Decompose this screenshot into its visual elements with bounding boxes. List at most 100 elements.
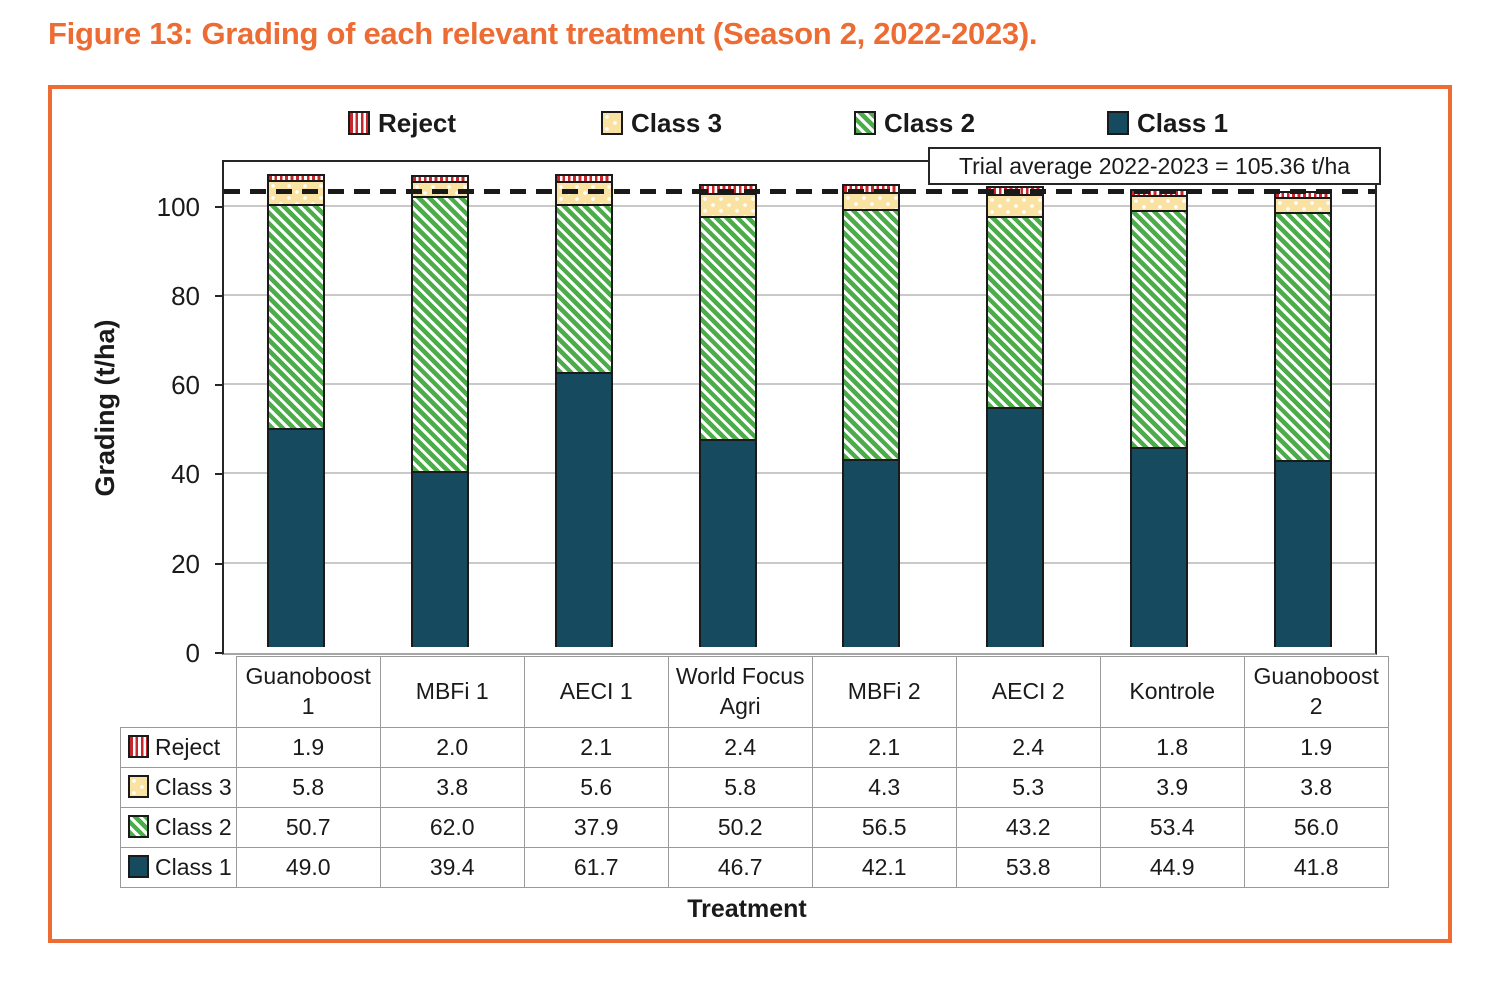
- table-value-class3: 3.8: [1243, 767, 1389, 808]
- stacked-bar-3: [554, 174, 613, 653]
- y-axis-tick-60: [215, 384, 224, 387]
- legend-item-reject: Reject: [348, 105, 601, 141]
- table-value-reject: 2.4: [667, 727, 813, 768]
- class3-table-swatch-icon: [128, 775, 149, 798]
- bar-column-7: [1087, 162, 1231, 653]
- treatment-header: AECI 2: [955, 656, 1101, 728]
- y-axis-tick-label-0: 0: [185, 638, 200, 668]
- table-value-class3: 3.8: [379, 767, 525, 808]
- bar-segment-class1: [1274, 460, 1333, 647]
- treatment-header: Guanoboost 1: [235, 656, 381, 728]
- bar-segment-class2: [842, 208, 901, 462]
- reject-legend-swatch-icon: [348, 111, 370, 135]
- treatment-header: AECI 1: [523, 656, 669, 728]
- stacked-bar-1: [266, 173, 325, 653]
- bar-segment-class1: [986, 406, 1045, 647]
- treatment-header: Kontrole: [1099, 656, 1245, 728]
- bar-segment-class3: [698, 192, 757, 219]
- figure-title: Figure 13: Grading of each relevant trea…: [48, 16, 1038, 51]
- table-value-class2: 50.7: [235, 807, 381, 848]
- table-value-class1: 44.9: [1099, 847, 1245, 888]
- stacked-bar-5: [842, 184, 901, 653]
- table-row-reject: Reject 1.9 2.0 2.1 2.4 2.1 2.4 1.8 1.9: [120, 727, 1389, 768]
- legend-label-class2: Class 2: [884, 107, 976, 138]
- table-value-class2: 56.0: [1243, 807, 1389, 848]
- row-header-reject: Reject: [120, 727, 237, 768]
- legend-label-class3: Class 3: [631, 107, 723, 138]
- table-value-class1: 41.8: [1243, 847, 1389, 888]
- stacked-bar-6: [986, 185, 1045, 653]
- legend-item-class1: Class 1: [1107, 105, 1360, 141]
- legend-item-class2: Class 2: [854, 105, 1107, 141]
- table-value-reject: 2.1: [811, 727, 957, 768]
- table-value-class2: 50.2: [667, 807, 813, 848]
- table-value-class2: 53.4: [1099, 807, 1245, 848]
- trial-average-line: [224, 189, 1375, 195]
- table-value-class2: 43.2: [955, 807, 1101, 848]
- legend-label-class1: Class 1: [1137, 107, 1229, 138]
- treatment-header: MBFi 1: [379, 656, 525, 728]
- table-value-class3: 4.3: [811, 767, 957, 808]
- table-value-class3: 5.3: [955, 767, 1101, 808]
- stacked-bar-4: [698, 183, 757, 653]
- row-header-class1: Class 1: [120, 847, 237, 888]
- legend-item-class3: Class 3: [601, 105, 854, 141]
- table-row-class2: Class 2 50.7 62.0 37.9 50.2 56.5 43.2 53.4 56.0: [120, 807, 1389, 848]
- table-value-reject: 2.4: [955, 727, 1101, 768]
- table-value-class2: 37.9: [523, 807, 669, 848]
- gridline-40: [224, 472, 1375, 475]
- y-axis-tick-20: [215, 562, 224, 565]
- bar-segment-class1: [266, 428, 325, 647]
- table-value-class3: 3.9: [1099, 767, 1245, 808]
- table-corner-cell: [121, 657, 237, 728]
- bar-column-1: [224, 162, 368, 653]
- bar-segment-class2: [1130, 210, 1189, 449]
- y-axis-tick-label-40: 40: [171, 459, 200, 490]
- table-value-class1: 46.7: [667, 847, 813, 888]
- row-label-class3: Class 3: [155, 774, 232, 800]
- y-axis-tick-label-80: 80: [171, 280, 200, 311]
- y-axis-tick-0: [215, 652, 224, 654]
- gridline-100: [224, 204, 1375, 207]
- class1-table-swatch-icon: [128, 855, 149, 878]
- y-axis-tick-40: [215, 473, 224, 476]
- plot-area: [222, 160, 1377, 655]
- treatment-header: Guanoboost 2: [1243, 656, 1389, 728]
- row-label-class2: Class 2: [155, 814, 232, 840]
- table-value-class1: 49.0: [235, 847, 381, 888]
- table-row-class1: Class 1 49.0 39.4 61.7 46.7 42.1 53.8 44.9 41.8: [120, 847, 1389, 888]
- table-row-class3: Class 3 5.8 3.8 5.6 5.8 4.3 5.3 3.9 3.8: [120, 767, 1389, 808]
- data-table: Guanoboost 1 MBFi 1 AECI 1 World Focus Agri…: [120, 656, 1389, 888]
- table-value-class3: 5.8: [667, 767, 813, 808]
- stacked-bar-8: [1274, 191, 1333, 653]
- y-axis-tick-label-60: 60: [171, 370, 200, 401]
- y-axis-tick-80: [215, 294, 224, 297]
- class2-table-swatch-icon: [128, 815, 149, 838]
- y-axis-tick-100: [215, 205, 224, 208]
- table-value-reject: 2.1: [523, 727, 669, 768]
- y-axis-title: Grading (t/ha): [90, 319, 120, 497]
- class2-legend-swatch-icon: [854, 111, 876, 135]
- bar-column-3: [512, 162, 656, 653]
- row-label-reject: Reject: [155, 734, 221, 760]
- table-value-reject: 2.0: [379, 727, 525, 768]
- table-value-class2: 62.0: [379, 807, 525, 848]
- bar-segment-class2: [266, 203, 325, 431]
- bar-segment-class1: [554, 371, 613, 647]
- bar-segment-class1: [842, 459, 901, 647]
- bar-segment-class2: [698, 216, 757, 441]
- x-axis-title: Treatment: [687, 895, 807, 923]
- stacked-bar-2: [410, 174, 469, 654]
- trial-average-annotation: Trial average 2022-2023 = 105.36 t/ha: [928, 147, 1381, 185]
- y-axis-tick-label-20: 20: [171, 548, 200, 579]
- reject-table-swatch-icon: [128, 735, 149, 758]
- figure-border-box: Reject Class 3 Class 2 Class 1 Grading (t/h…: [48, 85, 1452, 943]
- chart-area: Grading (t/ha) Trial average 2022-2023 =…: [52, 89, 1448, 939]
- bar-column-4: [656, 162, 800, 653]
- table-value-class1: 42.1: [811, 847, 957, 888]
- row-header-class3: Class 3: [120, 767, 237, 808]
- bar-segment-class1: [410, 471, 469, 647]
- gridline-60: [224, 383, 1375, 386]
- bar-segment-class2: [1274, 212, 1333, 463]
- stacked-bar-7: [1130, 188, 1189, 653]
